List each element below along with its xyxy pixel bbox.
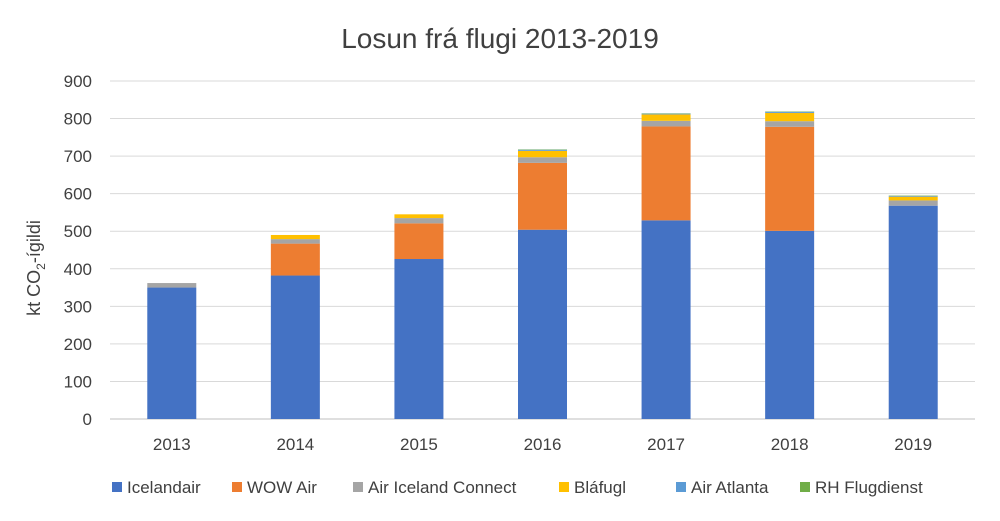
bar-segment bbox=[518, 162, 567, 230]
x-axis-ticks: 2013 2014 2015 2016 2017 2018 2019 bbox=[153, 435, 932, 454]
bar-segment bbox=[270, 234, 320, 240]
y-tick-label: 200 bbox=[64, 335, 92, 354]
bar-segment bbox=[518, 229, 567, 419]
y-tick-label: 500 bbox=[64, 222, 92, 241]
bar-segment bbox=[888, 200, 938, 206]
bar-segment bbox=[641, 220, 691, 419]
y-axis-label: kt CO2-ígildi bbox=[24, 220, 48, 316]
bar-segment bbox=[888, 195, 938, 197]
bar-segment bbox=[147, 287, 197, 419]
y-tick-label: 800 bbox=[64, 110, 92, 129]
bar-segment bbox=[641, 126, 691, 221]
bar-segment bbox=[394, 259, 444, 419]
bar-segment bbox=[270, 243, 320, 276]
bar-segment bbox=[518, 157, 567, 163]
legend-label: RH Flugdienst bbox=[815, 478, 923, 497]
legend-label: Air Iceland Connect bbox=[368, 478, 517, 497]
legend-swatch bbox=[232, 482, 242, 492]
legend-swatch bbox=[800, 482, 810, 492]
y-tick-label: 700 bbox=[64, 147, 92, 166]
x-tick-label: 2013 bbox=[153, 435, 191, 454]
bar-segment bbox=[888, 205, 938, 419]
bar-segment bbox=[641, 114, 691, 121]
chart-title: Losun frá flugi 2013-2019 bbox=[341, 23, 659, 54]
y-axis-label-suffix: -ígildi bbox=[24, 220, 44, 263]
bars bbox=[147, 111, 938, 419]
y-axis-ticks: 0 100 200 300 400 500 600 700 800 900 bbox=[64, 72, 92, 429]
bar-segment bbox=[765, 112, 815, 122]
bar-segment bbox=[888, 196, 938, 201]
bar-segment bbox=[641, 120, 691, 127]
bar-segment bbox=[394, 218, 444, 224]
bar-segment bbox=[270, 275, 320, 419]
bar-segment bbox=[765, 121, 815, 127]
bar-segment bbox=[394, 223, 444, 260]
legend-label: WOW Air bbox=[247, 478, 317, 497]
x-tick-label: 2015 bbox=[400, 435, 438, 454]
legend-label: Icelandair bbox=[127, 478, 201, 497]
y-tick-label: 900 bbox=[64, 72, 92, 91]
legend-swatch bbox=[559, 482, 569, 492]
y-axis-label-prefix: kt CO bbox=[24, 270, 44, 316]
legend: Icelandair WOW Air Air Iceland Connect Bláf… bbox=[112, 478, 923, 497]
y-tick-label: 0 bbox=[83, 410, 92, 429]
x-tick-label: 2014 bbox=[276, 435, 314, 454]
y-axis-label-subscript: 2 bbox=[34, 263, 48, 270]
bar-segment bbox=[518, 149, 567, 151]
bar-segment bbox=[641, 113, 691, 115]
bar-segment bbox=[394, 214, 444, 219]
x-tick-label: 2016 bbox=[524, 435, 562, 454]
x-tick-label: 2018 bbox=[771, 435, 809, 454]
bar-segment bbox=[270, 239, 320, 244]
y-tick-label: 300 bbox=[64, 297, 92, 316]
x-tick-label: 2019 bbox=[894, 435, 932, 454]
bar-segment bbox=[765, 230, 815, 419]
bar-segment bbox=[518, 150, 567, 158]
legend-swatch bbox=[676, 482, 686, 492]
legend-swatch bbox=[353, 482, 363, 492]
x-tick-label: 2017 bbox=[647, 435, 685, 454]
y-tick-label: 600 bbox=[64, 185, 92, 204]
y-tick-label: 100 bbox=[64, 372, 92, 391]
bar-segment bbox=[147, 283, 197, 288]
legend-label: Bláfugl bbox=[574, 478, 626, 497]
bar-segment bbox=[765, 126, 815, 231]
y-tick-label: 400 bbox=[64, 260, 92, 279]
bar-segment bbox=[765, 111, 815, 113]
legend-label: Air Atlanta bbox=[691, 478, 769, 497]
legend-swatch bbox=[112, 482, 122, 492]
